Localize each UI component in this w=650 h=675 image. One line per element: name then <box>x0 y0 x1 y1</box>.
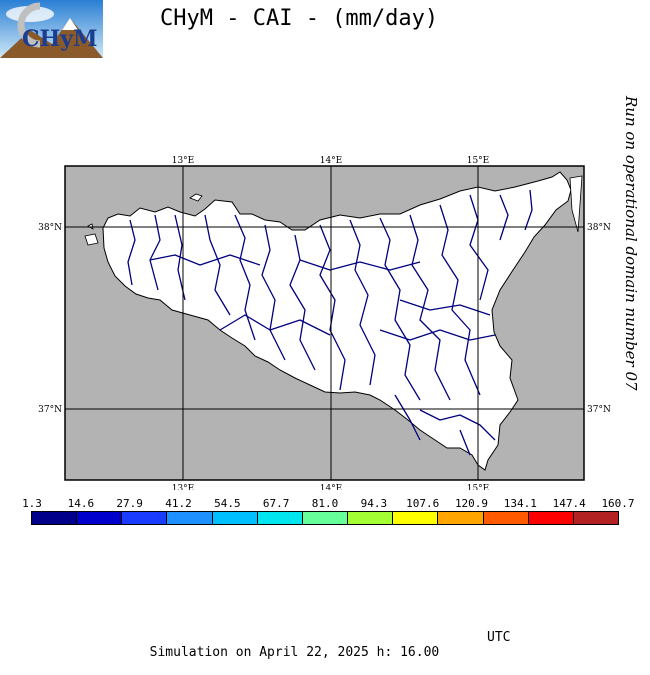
colorbar-tick-label: 107.6 <box>406 497 440 510</box>
colorbar-tick-label: 94.3 <box>360 497 388 510</box>
colorbar-tick-label: 41.2 <box>165 497 192 510</box>
lat-label-left-38: 38°N <box>38 223 62 233</box>
colorbar-tick-label: 120.9 <box>454 497 489 510</box>
lat-label-left-37: 37°N <box>38 405 62 415</box>
page-title: CHyM - CAI - (mm/day) <box>160 6 439 31</box>
graticule <box>65 166 584 480</box>
svg-text:CHyM: CHyM <box>22 26 97 52</box>
colorbar-swatch <box>573 512 619 524</box>
map-panel: 13°E 14°E 15°E 13°E 14°E 15°E 38°N 37°N … <box>0 150 620 494</box>
colorbar-swatch <box>257 512 303 524</box>
map-svg: 13°E 14°E 15°E 13°E 14°E 15°E 38°N 37°N … <box>38 156 611 494</box>
colorbar-legend: 1.3 14.6 27.9 41.2 54.5 67.7 81.0 94.3 107.6 120.… <box>22 497 635 527</box>
colorbar-tick-label: 67.7 <box>262 497 290 510</box>
lat-label-right-38: 38°N <box>587 223 611 233</box>
lat-label-right-37: 37°N <box>587 405 611 415</box>
colorbar-tick-label: 81.0 <box>311 497 339 510</box>
colorbar-swatch <box>438 512 484 524</box>
colorbar-swatch <box>393 512 439 524</box>
lon-label-bottom-13: 13°E <box>172 484 195 490</box>
colorbar-tick-label: 1.3 <box>22 497 42 510</box>
lon-label-top-13: 13°E <box>172 156 195 166</box>
colorbar-swatch <box>167 512 213 524</box>
simulation-footer: Simulation on April 22, 2025 h: 16.00 UT… <box>134 630 511 675</box>
colorbar-swatch <box>528 512 574 524</box>
colorbar-tick-label: 54.5 <box>214 497 241 510</box>
lon-label-top-15: 15°E <box>467 156 490 166</box>
colorbar-swatch <box>32 512 78 524</box>
lon-label-bottom-14: 14°E <box>320 484 343 490</box>
sicily-land <box>102 171 572 471</box>
river-network <box>127 189 533 456</box>
simulation-time: Simulation on April 22, 2025 h: 16.00 <box>149 645 440 660</box>
colorbar-tick-label: 27.9 <box>116 497 143 510</box>
colorbar-swatch <box>122 512 168 524</box>
colorbar-tick-label: 147.4 <box>552 497 586 510</box>
colorbar-swatch <box>77 512 123 524</box>
colorbar-swatch <box>212 512 258 524</box>
colorbar-tick-label: 14.6 <box>67 497 95 510</box>
colorbar-swatch <box>348 512 394 524</box>
colorbar-tick-label: 134.1 <box>503 497 537 510</box>
colorbar-swatch <box>302 512 349 524</box>
colorbar-swatches <box>31 511 619 525</box>
domain-note-text: Run on operational domain number 07 <box>622 96 640 391</box>
lon-label-bottom-15: 15°E <box>467 484 490 490</box>
timezone-label: UTC <box>487 630 511 645</box>
domain-note: Run on operational domain number 07 <box>620 96 640 446</box>
colorbar-labels: 1.3 14.6 27.9 41.2 54.5 67.7 81.0 94.3 107.6 120.… <box>22 497 635 511</box>
lon-label-top-14: 14°E <box>320 156 343 166</box>
chym-logo-icon: CHyM <box>0 0 103 58</box>
colorbar-tick-label: 160.7 <box>601 497 635 510</box>
colorbar-swatch <box>483 512 529 524</box>
